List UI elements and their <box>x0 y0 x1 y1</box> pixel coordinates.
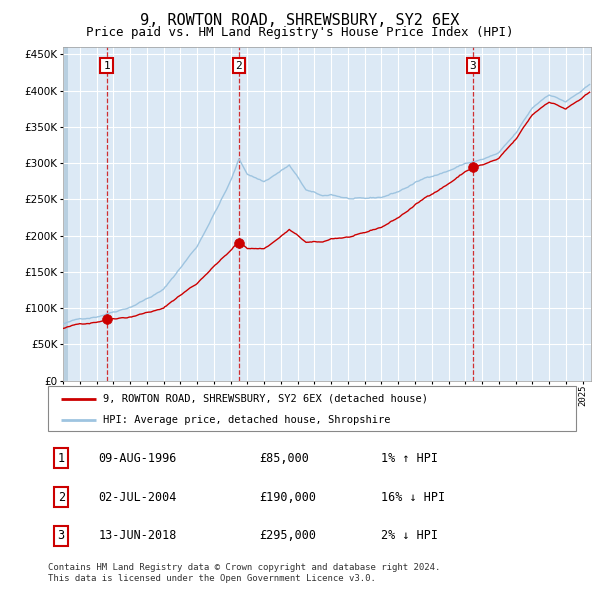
Text: HPI: Average price, detached house, Shropshire: HPI: Average price, detached house, Shro… <box>103 415 391 425</box>
Text: 3: 3 <box>58 529 65 542</box>
Text: 16% ↓ HPI: 16% ↓ HPI <box>380 490 445 504</box>
Text: 1: 1 <box>58 452 65 465</box>
FancyBboxPatch shape <box>48 386 576 431</box>
Text: £190,000: £190,000 <box>259 490 316 504</box>
Text: 1: 1 <box>103 61 110 71</box>
Text: Price paid vs. HM Land Registry's House Price Index (HPI): Price paid vs. HM Land Registry's House … <box>86 26 514 39</box>
Text: £85,000: £85,000 <box>259 452 309 465</box>
Text: £295,000: £295,000 <box>259 529 316 542</box>
Text: 09-AUG-1996: 09-AUG-1996 <box>98 452 176 465</box>
Text: 3: 3 <box>469 61 476 71</box>
Text: 13-JUN-2018: 13-JUN-2018 <box>98 529 176 542</box>
Text: 1% ↑ HPI: 1% ↑ HPI <box>380 452 437 465</box>
Text: Contains HM Land Registry data © Crown copyright and database right 2024.
This d: Contains HM Land Registry data © Crown c… <box>48 563 440 583</box>
Text: 02-JUL-2004: 02-JUL-2004 <box>98 490 176 504</box>
Text: 9, ROWTON ROAD, SHREWSBURY, SY2 6EX (detached house): 9, ROWTON ROAD, SHREWSBURY, SY2 6EX (det… <box>103 394 428 404</box>
Text: 2: 2 <box>236 61 242 71</box>
Text: 9, ROWTON ROAD, SHREWSBURY, SY2 6EX: 9, ROWTON ROAD, SHREWSBURY, SY2 6EX <box>140 13 460 28</box>
Bar <box>63 47 68 381</box>
Text: 2: 2 <box>58 490 65 504</box>
Text: 2% ↓ HPI: 2% ↓ HPI <box>380 529 437 542</box>
